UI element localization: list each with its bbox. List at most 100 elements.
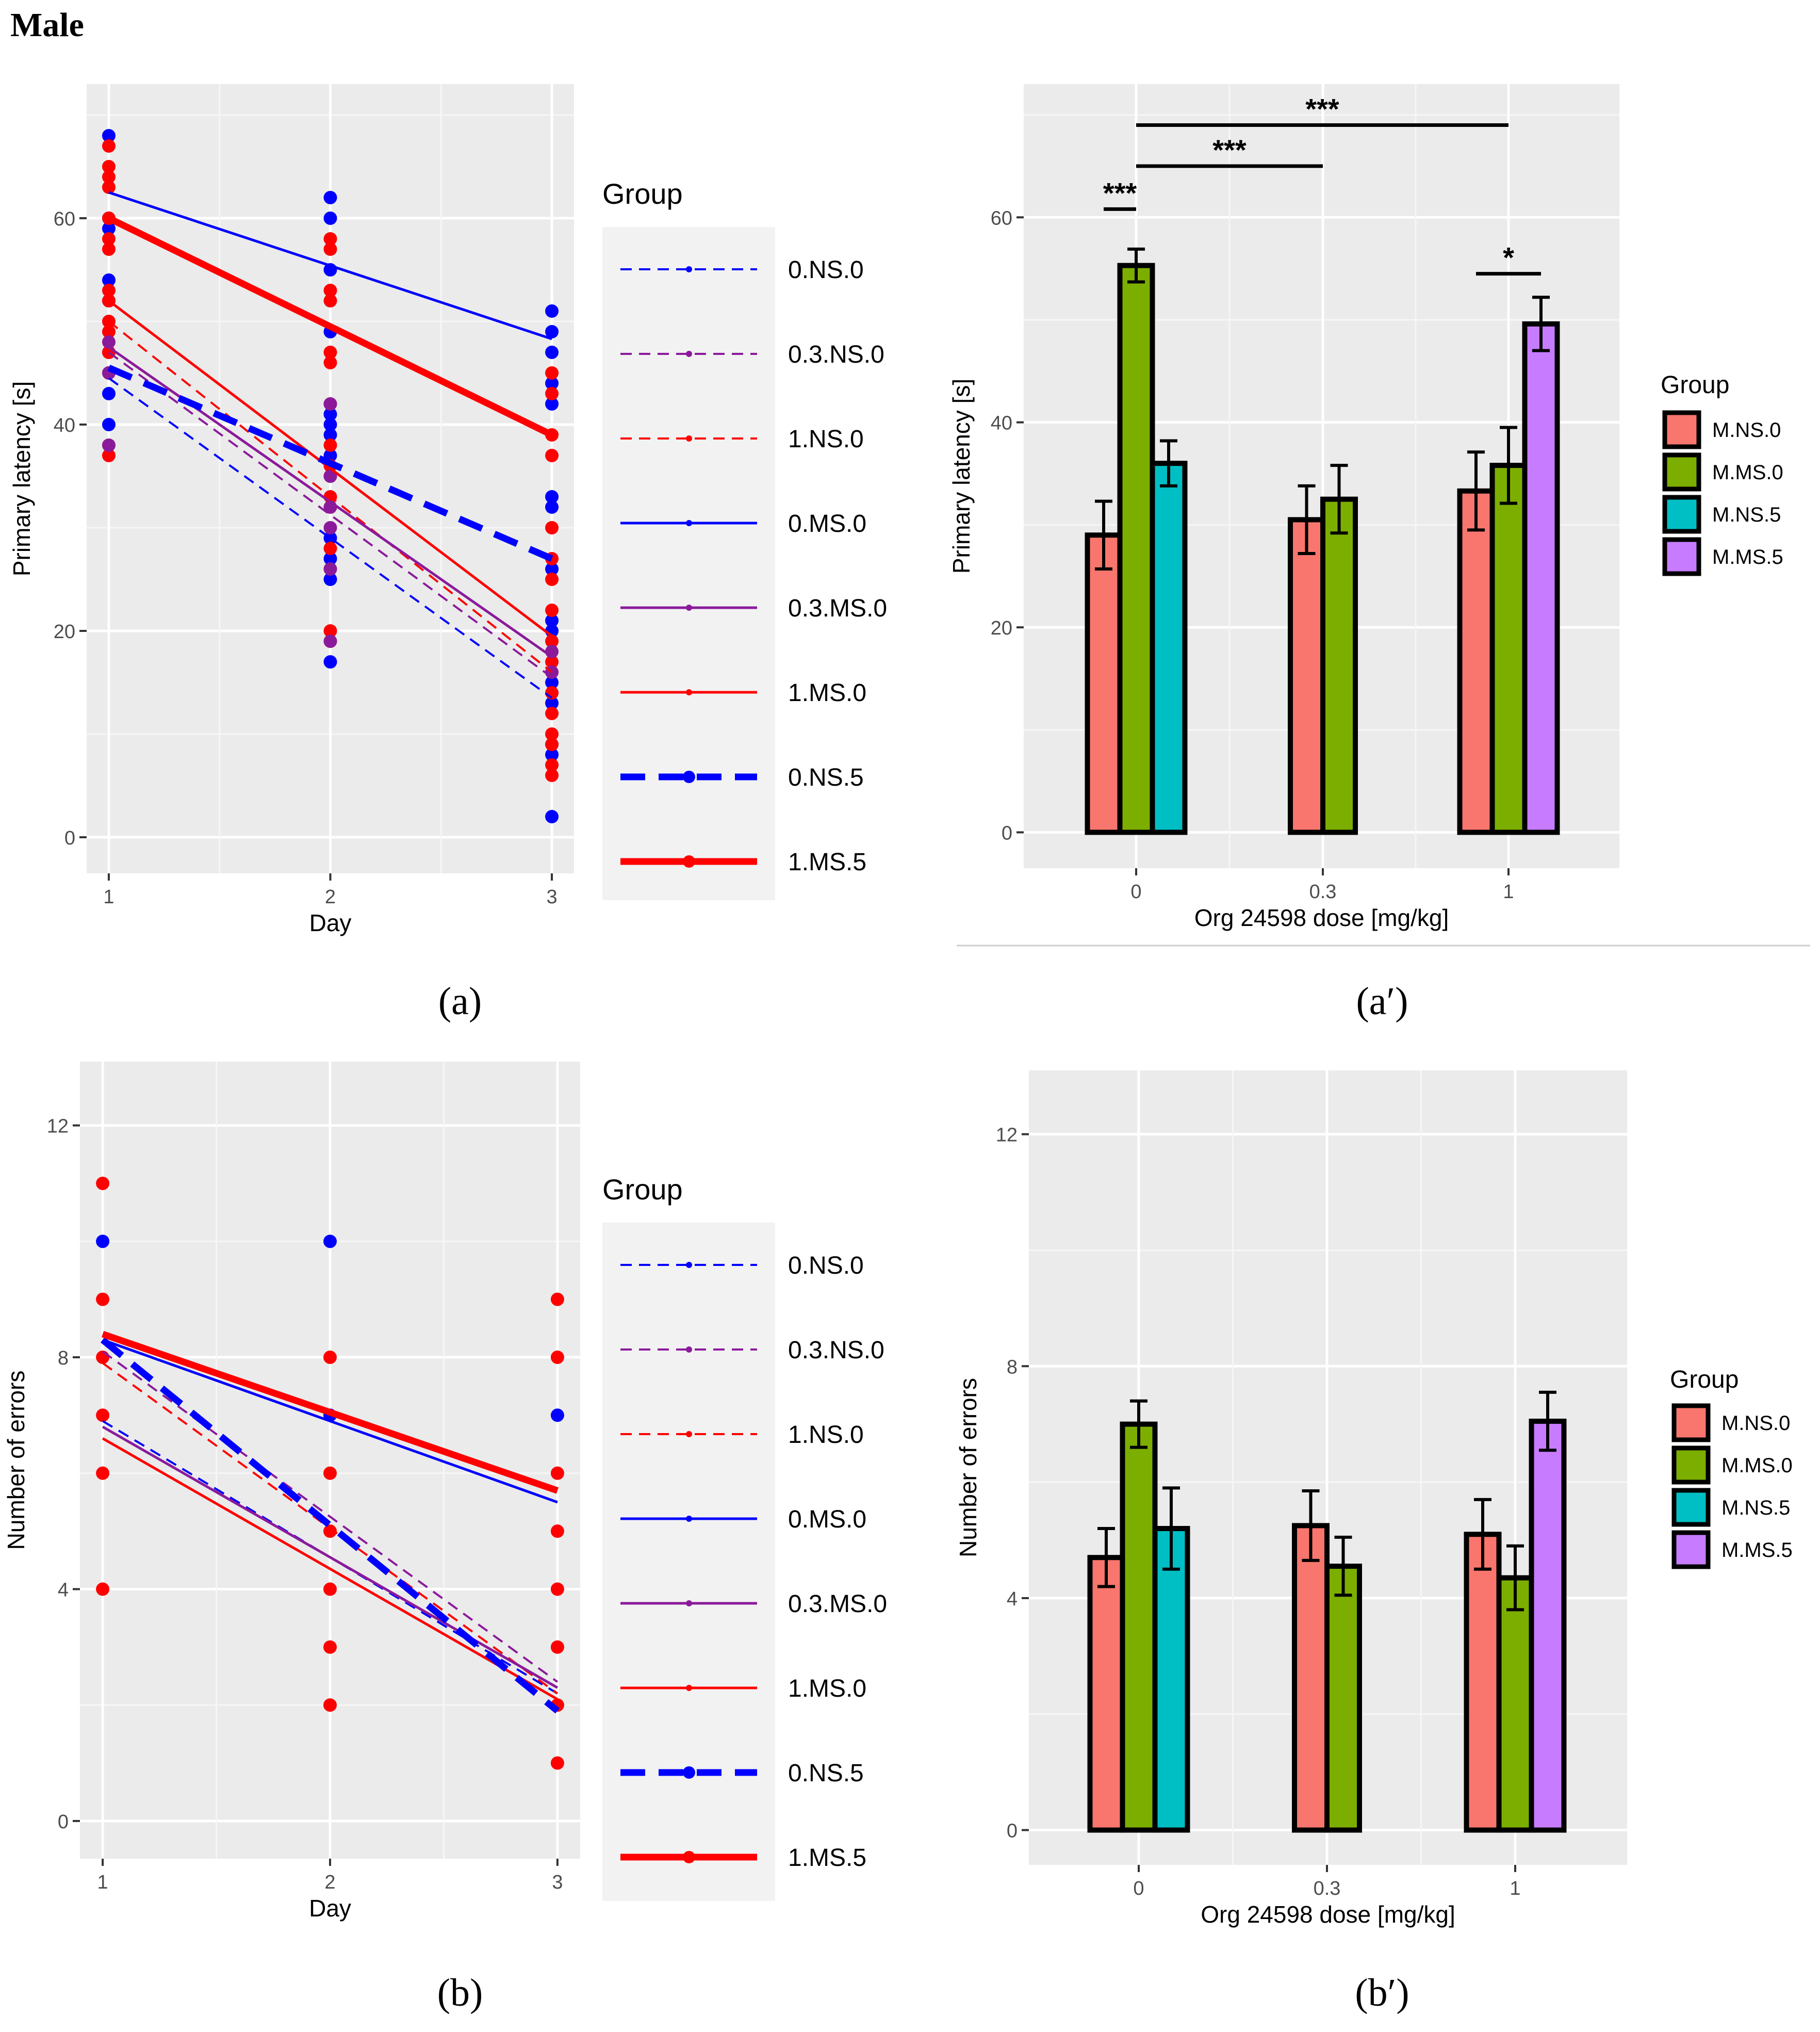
panel-a-data-point (545, 304, 559, 318)
panel-a-data-point (545, 696, 559, 710)
panel-a-legend-label: 1.MS.0 (788, 679, 866, 707)
panel-a-legend: Group 0.NS.0 0.3.NS.0 1.NS.0 0.MS.0 0.3.MS.0 1… (602, 177, 887, 900)
panel-a-prime-x-tick-label: 1 (1503, 881, 1514, 903)
panel-b-legend-label: 0.3.MS.0 (788, 1590, 887, 1618)
panel-b-regression-line-0-NS-5 (100, 1337, 560, 1714)
panel-a-data-point (102, 284, 116, 297)
panel-a-data-point (102, 232, 116, 246)
panel-b-legend-label: 1.MS.5 (788, 1844, 866, 1872)
panel-b-data-point (323, 1466, 337, 1480)
panel-b-prime-legend-label: M.MS.5 (1721, 1539, 1793, 1562)
panel-a-legend-title: Group (602, 177, 683, 210)
panel-b-prime-x-tick-label: 0 (1133, 1878, 1144, 1899)
panel-b-prime-x-tick-label: 0.3 (1314, 1878, 1341, 1899)
panel-a-data-point (102, 273, 116, 287)
panel-b-legend-label: 0.NS.5 (788, 1760, 864, 1787)
panel-a-legend-label: 0.NS.0 (788, 256, 864, 284)
panel-a-data-point (323, 212, 337, 225)
panel-a-regression-line-1-MS-0 (108, 300, 553, 637)
panel-b-prime-x-axis-label: Org 24598 dose [mg/kg] (1201, 1901, 1455, 1928)
panel-a-data-point (545, 325, 559, 338)
panel-a-legend-label: 0.NS.5 (788, 764, 864, 791)
panel-a-y-tick-label: 60 (54, 208, 75, 230)
panel-b-data-point (96, 1176, 110, 1190)
panel-b-y-tick-label: 4 (58, 1580, 69, 1601)
panel-b-data-point (323, 1640, 337, 1654)
panel-a-legend-key-point (686, 435, 692, 442)
panel-a-data-point (545, 769, 559, 782)
panel-a-prime-bar-M-MS-5 (1522, 321, 1560, 835)
panel-a-prime-significance-label: *** (1103, 176, 1137, 209)
panel-b-data-point (550, 1640, 564, 1654)
panel-b-legend-label: 1.NS.0 (788, 1421, 864, 1449)
panel-b-x-tick-label: 2 (324, 1872, 335, 1893)
panel-b-data-point (323, 1582, 337, 1596)
panel-b-prime-bar-M-MS-0 (1324, 1564, 1362, 1833)
panel-b-prime-bar-M-NS-0 (1292, 1523, 1330, 1833)
panel-a-legend-label: 0.MS.0 (788, 510, 866, 538)
panel-b-data-point (550, 1524, 564, 1538)
panel-b-prime-chart: 0 4 8 12 0 0.3 1 Org 24598 dose [mg/kg] Number o… (955, 1070, 1627, 1928)
panel-a-data-point (323, 346, 337, 359)
panel-a-data-point (323, 356, 337, 369)
panel-a-y-tick-label: 40 (54, 415, 75, 436)
panel-a-data-point (545, 707, 559, 720)
panel-a-prime-y-tick-label: 60 (991, 207, 1012, 229)
panel-a-prime-y-tick-label: 40 (991, 413, 1012, 434)
panel-a-data-point (102, 222, 116, 235)
panel-a-data-point (545, 397, 559, 411)
panel-a-data-point (102, 242, 116, 256)
panel-a-prime-legend-label: M.NS.0 (1712, 419, 1781, 442)
panel-a-prime-significance-label: *** (1305, 92, 1339, 125)
panel-b-x-axis-label: Day (309, 1895, 351, 1922)
panel-b-y-tick-label: 0 (58, 1811, 69, 1833)
panel-a-prime-significance-label: *** (1212, 134, 1247, 166)
panel-a-data-point (102, 129, 116, 142)
panel-a-data-point (102, 170, 116, 184)
panel-a-prime-legend-label: M.MS.0 (1712, 461, 1783, 484)
panel-a-data-point (545, 604, 559, 617)
panel-b-legend-key-point (686, 1431, 692, 1437)
panel-b-legend: Group 0.NS.0 0.3.NS.0 1.NS.0 0.MS.0 0.3.MS.0 1… (602, 1173, 887, 1901)
panel-a-legend-key-point (686, 266, 692, 272)
panel-b-prime-bar-M-MS-0 (1120, 1421, 1158, 1833)
panel-a-data-point (102, 139, 116, 153)
panel-a-data-point (102, 438, 116, 452)
panel-a-data-point (545, 738, 559, 751)
panel-a-y-tick-label: 20 (54, 621, 75, 643)
panel-a-data-point (545, 500, 559, 514)
panel-a-data-point (545, 810, 559, 823)
panel-b-prime-y-tick-label: 4 (1007, 1588, 1018, 1610)
panel-a-data-point (545, 449, 559, 462)
panel-a-legend-key-point (683, 771, 695, 783)
panel-a-legend-label: 1.NS.0 (788, 426, 864, 453)
panel-b-data-point (96, 1466, 110, 1480)
panel-b-data-point (96, 1292, 110, 1306)
panel-b-prime-bar-M-MS-0 (1496, 1575, 1534, 1833)
figure-title: Male (10, 6, 84, 44)
panel-a-data-point (323, 573, 337, 586)
panel-a-y-tick-label: 0 (64, 827, 75, 849)
panel-b-data-point (550, 1292, 564, 1306)
panel-a-data-point (323, 284, 337, 297)
panel-a-data-point (102, 418, 116, 431)
panel-b-data-point (323, 1234, 337, 1248)
panel-a-data-point (102, 335, 116, 349)
panel-a-regression-line-0-NS-5 (107, 365, 553, 562)
panel-a-regression-line-1-NS-0 (108, 320, 553, 673)
panel-a-prime-bar-M-MS-0 (1489, 463, 1528, 835)
panel-a-data-point (323, 418, 337, 431)
panel-b-data-point (96, 1234, 110, 1248)
panel-a-data-point (323, 552, 337, 565)
panel-a-data-point (545, 521, 559, 534)
panel-a-data-point (323, 294, 337, 307)
panel-a-data-point (323, 655, 337, 669)
panel-b-prime-legend-label: M.MS.0 (1721, 1454, 1793, 1477)
panel-b-prime-legend-label: M.NS.5 (1721, 1497, 1790, 1519)
panel-a-prime-legend-label: M.MS.5 (1712, 546, 1783, 568)
panel-label-a: (a) (438, 980, 482, 1023)
panel-b-legend-key-background (602, 1223, 775, 1901)
panel-b-prime-x-tick-label: 1 (1510, 1878, 1520, 1899)
panel-a-legend-label: 0.3.NS.0 (788, 341, 884, 368)
